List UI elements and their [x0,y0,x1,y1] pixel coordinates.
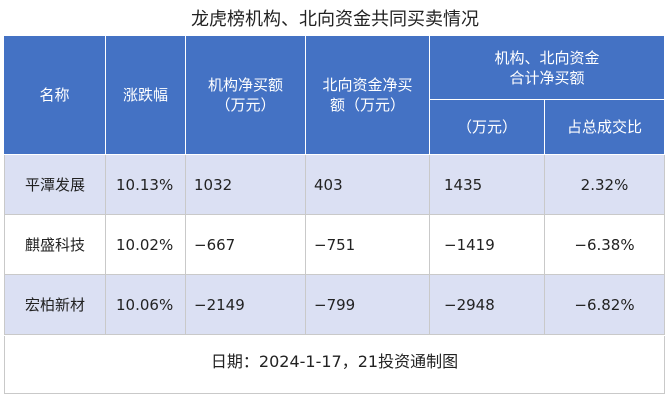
table-cell: 10.02% [106,215,186,275]
title: 龙虎榜机构、北向资金共同买卖情况 [191,9,479,30]
table-cell: 10.13% [106,155,186,215]
table-cell: 10.06% [106,275,186,335]
header-text: 占总成交比 [566,118,642,136]
header-text: 机构净买额 [207,76,283,94]
header-text: 合计净买额 [509,68,585,87]
header-text: 机构、北向资金 [494,48,600,67]
header-cell: （万元） [430,100,545,155]
header-cell: 北向资金净买 额（万元） [306,36,430,155]
table-cell: −6.82% [545,275,665,335]
table-cell: −751 [306,215,430,275]
table-cell: −667 [186,215,306,275]
header-text: 额（万元） [329,96,405,114]
header-group: 机构、北向资金 合计净买额 [430,36,665,100]
header-cell: 名称 [4,36,106,155]
header-text: 名称 [39,86,70,104]
table-cell: −6.38% [545,215,665,275]
header-cell: 占总成交比 [545,100,665,155]
table-cell: −2948 [430,275,545,335]
table-cell: −799 [306,275,430,335]
table-cell: 麒盛科技 [4,215,106,275]
header-text: 北向资金净买 [322,76,413,94]
header-cell: 机构净买额 （万元） [186,36,306,155]
table-cell: −1419 [430,215,545,275]
footer: 日期：2024-1-17，21投资通制图 [4,336,665,394]
header-text: （万元） [215,96,276,114]
table-cell: 2.32% [545,155,665,215]
table-cell: 平潭发展 [4,155,106,215]
table-cell: 1032 [186,155,306,215]
table-cell: 1435 [430,155,545,215]
header-text: （万元） [456,118,517,136]
table-cell: 宏柏新材 [4,275,106,335]
table-cell: −2149 [186,275,306,335]
header-text: 涨跌幅 [122,86,168,104]
header-cell: 涨跌幅 [106,36,186,155]
table-cell: 403 [306,155,430,215]
